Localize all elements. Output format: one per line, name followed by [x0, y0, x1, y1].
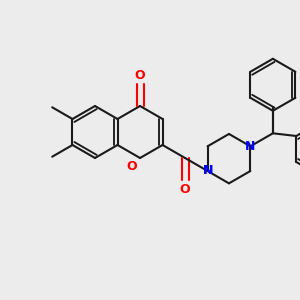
Text: O: O [180, 183, 190, 196]
Text: N: N [245, 140, 256, 153]
Text: O: O [135, 69, 145, 82]
Text: O: O [127, 160, 137, 172]
Text: N: N [202, 164, 213, 178]
Text: N: N [202, 164, 213, 178]
